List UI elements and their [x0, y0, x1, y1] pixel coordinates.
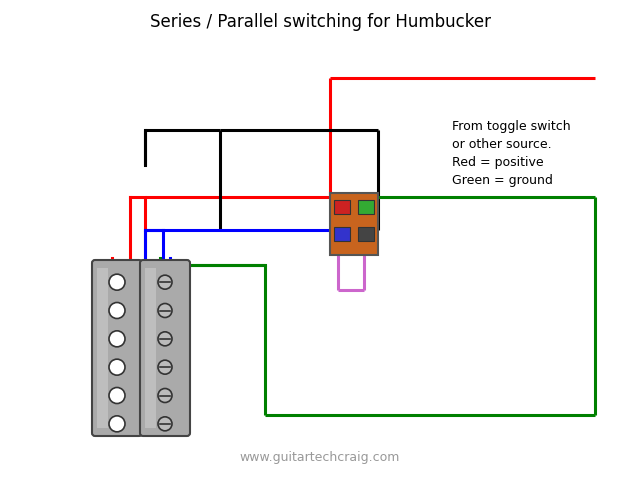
Bar	[97, 268, 108, 428]
Circle shape	[109, 331, 125, 347]
Bar	[358, 200, 374, 214]
Circle shape	[158, 275, 172, 289]
Circle shape	[158, 332, 172, 346]
FancyBboxPatch shape	[92, 260, 142, 436]
Bar	[145, 268, 156, 428]
Bar	[358, 227, 374, 241]
Text: www.guitartechcraig.com: www.guitartechcraig.com	[240, 452, 400, 465]
Circle shape	[158, 388, 172, 402]
Circle shape	[109, 416, 125, 432]
Circle shape	[109, 274, 125, 290]
Bar	[334, 227, 350, 241]
Circle shape	[109, 303, 125, 319]
Circle shape	[109, 388, 125, 403]
FancyBboxPatch shape	[140, 260, 190, 436]
Text: Series / Parallel switching for Humbucker: Series / Parallel switching for Humbucke…	[150, 13, 490, 31]
Circle shape	[158, 417, 172, 431]
Circle shape	[109, 359, 125, 375]
Circle shape	[158, 360, 172, 374]
Bar	[334, 200, 350, 214]
Circle shape	[158, 304, 172, 318]
Bar	[330, 193, 378, 255]
Text: From toggle switch
or other source.
Red = positive
Green = ground: From toggle switch or other source. Red …	[452, 120, 571, 187]
